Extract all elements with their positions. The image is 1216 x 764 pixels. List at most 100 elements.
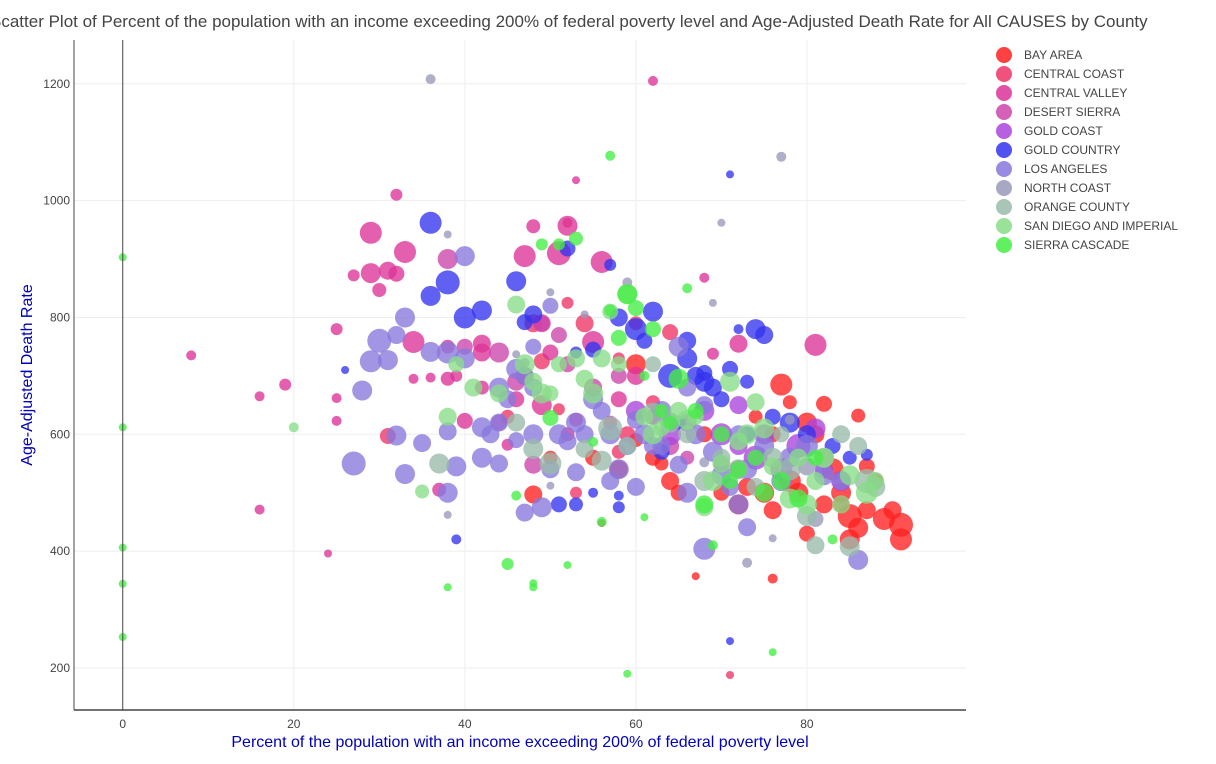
y-tick-label: 800 bbox=[50, 310, 70, 324]
data-point bbox=[557, 215, 578, 236]
legend-entry: SAN DIEGO AND IMPERIAL bbox=[1024, 219, 1178, 233]
data-point bbox=[489, 342, 509, 363]
legend-entry: GOLD COAST bbox=[1024, 124, 1103, 138]
data-point bbox=[567, 349, 585, 368]
data-point bbox=[588, 487, 599, 498]
data-point bbox=[508, 432, 525, 449]
data-point bbox=[438, 407, 457, 426]
data-point bbox=[773, 426, 790, 443]
data-point bbox=[807, 449, 824, 466]
x-tick-label: 60 bbox=[629, 717, 643, 731]
data-point bbox=[605, 150, 616, 161]
data-point bbox=[186, 350, 197, 361]
data-point bbox=[588, 436, 599, 447]
data-point bbox=[832, 425, 851, 444]
data-point bbox=[640, 513, 649, 522]
data-point bbox=[645, 356, 661, 373]
legend-entry: CENTRAL COAST bbox=[1024, 67, 1125, 81]
data-point bbox=[507, 295, 526, 314]
data-point bbox=[446, 456, 467, 477]
x-tick-label: 0 bbox=[119, 717, 126, 731]
data-point bbox=[592, 401, 611, 420]
data-point bbox=[613, 490, 624, 501]
data-point bbox=[682, 283, 693, 294]
data-point bbox=[827, 534, 838, 545]
data-point bbox=[636, 332, 653, 349]
data-point bbox=[839, 465, 860, 486]
data-point bbox=[437, 482, 458, 503]
data-points bbox=[118, 74, 913, 679]
data-point bbox=[575, 369, 594, 388]
data-point bbox=[623, 669, 632, 678]
data-point bbox=[857, 501, 876, 520]
data-point bbox=[515, 503, 534, 522]
data-point bbox=[435, 270, 460, 295]
legend-marker bbox=[996, 104, 1012, 120]
data-point bbox=[542, 344, 559, 361]
legend-entry: SIERRA CASCADE bbox=[1024, 238, 1129, 252]
data-point bbox=[550, 327, 567, 343]
data-point bbox=[746, 393, 765, 412]
legend-entry: DESERT SIERRA bbox=[1024, 105, 1120, 119]
data-point bbox=[580, 310, 589, 319]
data-point bbox=[816, 395, 832, 412]
data-point bbox=[706, 347, 719, 360]
data-point bbox=[737, 424, 758, 445]
data-point bbox=[768, 648, 777, 657]
data-point bbox=[890, 528, 912, 551]
chart-title: Scatter Plot of Percent of the populatio… bbox=[0, 12, 1148, 31]
data-point bbox=[569, 231, 583, 246]
data-point bbox=[768, 534, 777, 543]
data-point bbox=[425, 74, 436, 85]
data-point bbox=[726, 637, 734, 646]
data-point bbox=[635, 407, 654, 426]
data-point bbox=[546, 288, 555, 297]
data-point bbox=[464, 378, 483, 397]
data-point bbox=[804, 333, 827, 356]
data-point bbox=[626, 366, 645, 385]
data-point bbox=[395, 307, 415, 328]
legend-entry: ORANGE COUNTY bbox=[1024, 200, 1130, 214]
data-point bbox=[454, 246, 475, 267]
data-point bbox=[728, 494, 749, 515]
data-point bbox=[784, 414, 795, 425]
data-point bbox=[763, 501, 782, 520]
data-point bbox=[490, 454, 508, 473]
data-point bbox=[729, 334, 748, 353]
data-point bbox=[695, 495, 714, 514]
legend-entry: CENTRAL VALLEY bbox=[1024, 86, 1127, 100]
data-point bbox=[610, 356, 627, 373]
data-point bbox=[443, 230, 452, 239]
x-tick-label: 80 bbox=[800, 717, 814, 731]
data-point bbox=[567, 463, 585, 482]
data-point bbox=[420, 285, 441, 306]
data-point bbox=[722, 473, 738, 489]
data-point bbox=[372, 283, 387, 297]
data-point bbox=[513, 245, 536, 268]
data-point bbox=[789, 489, 808, 508]
legend-entry: LOS ANGELES bbox=[1024, 162, 1107, 176]
data-point bbox=[279, 378, 292, 391]
y-tick-label: 200 bbox=[50, 661, 70, 675]
data-point bbox=[763, 457, 782, 476]
data-point bbox=[789, 448, 808, 467]
data-point bbox=[645, 321, 661, 338]
data-point bbox=[254, 391, 265, 402]
data-point bbox=[514, 354, 535, 375]
legend-marker bbox=[996, 180, 1012, 196]
data-point bbox=[288, 422, 299, 433]
legend-marker bbox=[996, 66, 1012, 82]
data-point bbox=[639, 370, 650, 381]
data-point bbox=[738, 518, 757, 537]
data-point bbox=[662, 324, 679, 341]
data-point bbox=[740, 374, 755, 389]
data-point bbox=[569, 497, 583, 512]
data-point bbox=[425, 372, 436, 383]
data-point bbox=[341, 451, 366, 476]
data-point bbox=[699, 457, 710, 468]
data-point bbox=[770, 373, 793, 396]
data-point bbox=[747, 449, 764, 466]
data-point bbox=[851, 408, 866, 423]
tick-labels: 0 20 40 60 80 200 400 600 800 1000 1200 bbox=[43, 77, 814, 731]
data-point bbox=[535, 238, 548, 251]
